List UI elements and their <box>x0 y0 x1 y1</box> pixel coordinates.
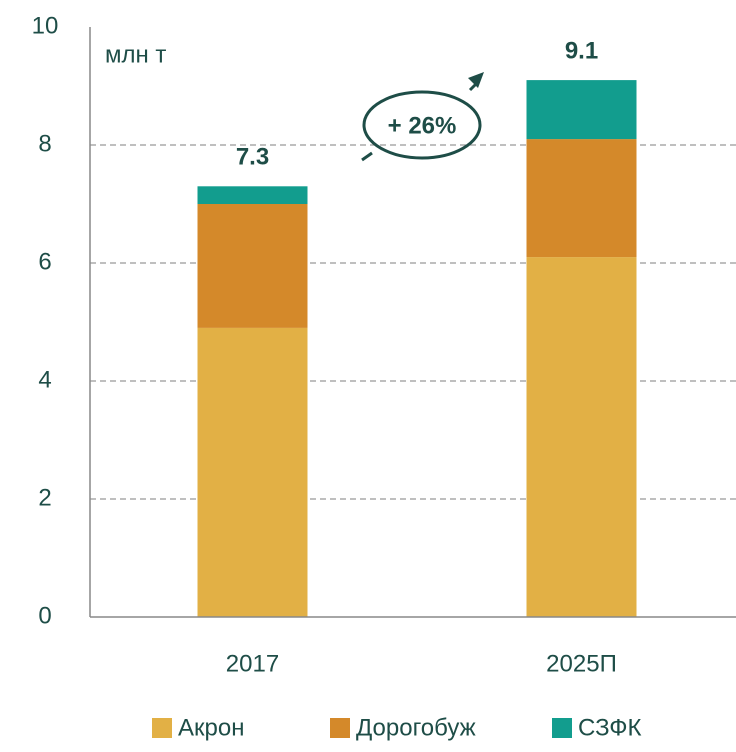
arrow-tail <box>361 151 373 162</box>
bar-segment <box>526 80 637 140</box>
legend-label: Дорогобуж <box>356 714 476 741</box>
y-tick-label: 10 <box>32 12 59 39</box>
bar-segment <box>526 257 637 617</box>
annotation: + 26% <box>388 112 457 139</box>
bar-segment <box>197 204 308 328</box>
bar-segment <box>526 139 637 258</box>
y-tick-label: 4 <box>38 366 51 393</box>
total-label: 9.1 <box>565 37 598 64</box>
x-tick-label: 2025П <box>546 650 617 677</box>
y-tick-label: 2 <box>38 484 51 511</box>
legend-swatch <box>552 718 572 738</box>
bar-segment <box>197 186 308 204</box>
total-label: 7.3 <box>236 144 269 171</box>
legend-swatch <box>152 718 172 738</box>
unit-label: млн т <box>105 41 166 68</box>
y-tick-label: 6 <box>38 248 51 275</box>
y-tick-label: 8 <box>38 130 51 157</box>
legend-label: Акрон <box>178 714 244 741</box>
annotation-ellipse <box>362 90 482 160</box>
legend-label: СЗФК <box>578 714 642 741</box>
arrow-head <box>468 72 484 88</box>
y-tick-label: 0 <box>38 602 51 629</box>
bar-segment <box>197 327 308 617</box>
legend-swatch <box>330 718 350 738</box>
x-tick-label: 2017 <box>226 650 279 677</box>
